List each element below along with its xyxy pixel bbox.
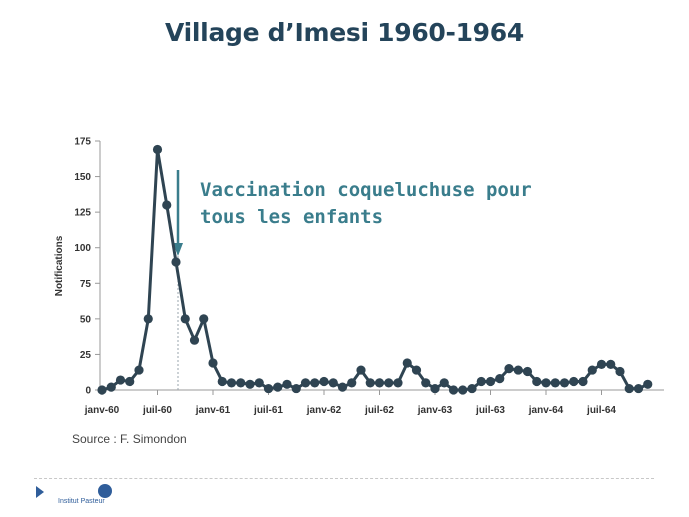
data-point — [162, 200, 172, 210]
data-point — [448, 385, 459, 395]
data-point — [180, 314, 190, 324]
data-point — [532, 376, 542, 387]
data-point — [374, 378, 385, 388]
annotation-text-line-2: tous les enfants — [200, 206, 383, 228]
data-point — [578, 376, 588, 387]
data-point — [125, 376, 135, 387]
footer-play-icon — [36, 486, 44, 498]
data-point — [152, 144, 163, 155]
data-point — [430, 383, 440, 394]
data-point — [615, 366, 625, 377]
data-point — [106, 382, 116, 392]
y-tick-label: 75 — [80, 279, 92, 290]
chart-axes — [99, 141, 664, 391]
data-point — [467, 383, 477, 394]
annotation-arrowhead — [173, 243, 183, 256]
data-point — [328, 378, 338, 388]
y-tick-label: 100 — [74, 243, 91, 254]
y-tick-label: 50 — [80, 314, 92, 325]
institut-pasteur-logo: Institut Pasteur — [58, 484, 118, 514]
x-tick-label: juil-62 — [364, 405, 394, 416]
y-axis-ticks: 0 25 50 75 100 125 150 175 — [74, 137, 100, 397]
data-point — [569, 376, 579, 387]
data-point — [365, 378, 375, 388]
data-point — [319, 376, 329, 387]
data-point — [485, 376, 496, 387]
data-point — [300, 378, 311, 388]
data-point — [337, 382, 348, 392]
data-point — [596, 359, 607, 369]
data-point — [171, 257, 181, 267]
data-point — [273, 382, 283, 392]
y-tick-label: 150 — [74, 172, 91, 183]
data-point — [421, 378, 431, 388]
data-point — [134, 365, 144, 375]
data-point — [393, 378, 403, 388]
x-tick-label: juil-63 — [475, 405, 505, 416]
y-tick-label: 25 — [80, 350, 92, 361]
footer-divider — [34, 478, 654, 479]
data-point — [282, 379, 292, 389]
data-point — [189, 335, 200, 345]
data-point — [347, 378, 357, 388]
slide-title: Village d’Imesi 1960-1964 — [165, 18, 524, 47]
x-axis-ticks: janv-60 juil-60 janv-61 juil-61 janv-62 juil-… — [84, 390, 616, 416]
data-point — [504, 364, 514, 374]
data-point — [633, 383, 644, 394]
data-point — [476, 376, 486, 387]
x-tick-label: janv-63 — [417, 405, 453, 416]
x-tick-label: juil-60 — [142, 405, 172, 416]
data-point — [458, 385, 468, 395]
data-point — [143, 314, 153, 324]
data-point — [97, 385, 107, 395]
y-tick-label: 125 — [74, 208, 91, 219]
data-point — [587, 365, 597, 375]
data-point — [226, 378, 237, 388]
y-tick-label: 0 — [85, 386, 91, 397]
data-point — [624, 383, 634, 394]
data-point — [643, 379, 653, 389]
data-point — [402, 358, 412, 368]
annotation: Vaccination coqueluchuse pour tous les e… — [173, 170, 532, 390]
y-axis-label: Notifications — [54, 235, 65, 296]
x-tick-label: juil-61 — [253, 405, 283, 416]
data-point — [439, 378, 449, 388]
data-point — [245, 379, 255, 389]
x-tick-label: juil-64 — [586, 405, 616, 416]
data-point — [115, 375, 126, 385]
institut-pasteur-logo-icon — [98, 484, 112, 498]
data-point — [550, 378, 560, 388]
data-point — [263, 383, 274, 394]
logo-text: Institut Pasteur — [58, 498, 105, 505]
data-point — [384, 378, 394, 388]
data-point — [411, 365, 422, 375]
y-tick-label: 175 — [74, 137, 91, 148]
data-point — [199, 314, 209, 324]
data-point — [606, 359, 616, 369]
data-point — [254, 378, 264, 388]
data-point — [513, 365, 523, 375]
series-points — [97, 144, 653, 395]
data-point — [559, 378, 570, 388]
x-tick-label: janv-64 — [528, 405, 564, 416]
data-point — [291, 383, 301, 394]
data-point — [356, 365, 366, 375]
data-point — [217, 376, 227, 387]
data-point — [236, 378, 246, 388]
x-tick-label: janv-61 — [195, 405, 231, 416]
data-point — [541, 378, 551, 388]
data-point — [522, 366, 533, 377]
data-point — [310, 378, 320, 388]
data-point — [495, 374, 505, 384]
data-point — [208, 358, 218, 368]
x-tick-label: janv-60 — [84, 405, 120, 416]
source-note: Source : F. Simondon — [72, 432, 187, 446]
annotation-text-line-1: Vaccination coqueluchuse pour — [200, 179, 532, 201]
x-tick-label: janv-62 — [306, 405, 342, 416]
